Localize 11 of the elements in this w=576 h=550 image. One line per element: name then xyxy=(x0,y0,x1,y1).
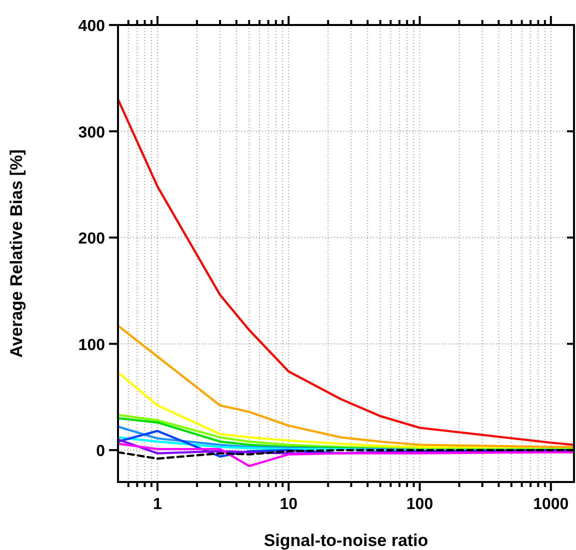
x-tick-label: 1 xyxy=(153,496,162,513)
y-tick-label: 300 xyxy=(78,124,106,142)
x-tick-label: 10 xyxy=(280,496,298,513)
y-tick-label: 100 xyxy=(78,336,106,354)
y-axis-title: Average Relative Bias [%] xyxy=(7,149,26,358)
y-tick-label: 0 xyxy=(96,443,106,460)
y-tick-label: 400 xyxy=(78,18,106,35)
x-tick-label: 100 xyxy=(406,496,434,513)
x-tick-label: 1000 xyxy=(533,496,569,513)
y-tick-label: 200 xyxy=(78,230,106,248)
x-axis-title: Signal-to-noise ratio xyxy=(264,531,428,550)
